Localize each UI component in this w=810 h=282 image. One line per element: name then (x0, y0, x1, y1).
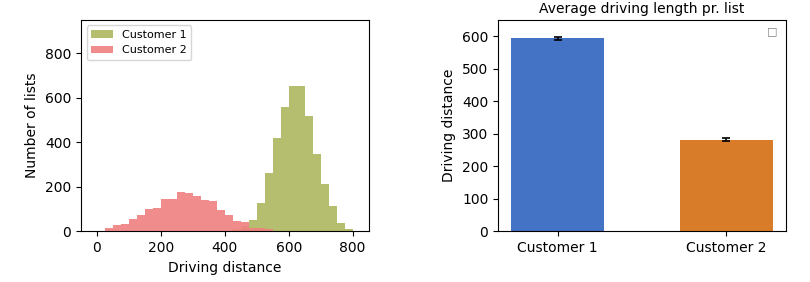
Y-axis label: Number of lists: Number of lists (25, 73, 40, 178)
Bar (296, 86, 305, 231)
Bar (232, 229, 241, 231)
Bar (153, 208, 161, 231)
Bar (249, 228, 257, 231)
Bar (137, 215, 145, 231)
Bar (217, 210, 225, 231)
Bar (193, 196, 201, 231)
Bar (337, 223, 345, 231)
Bar (209, 201, 217, 231)
Bar (177, 192, 185, 231)
Bar (257, 228, 265, 231)
Bar (680, 140, 773, 231)
Bar (511, 38, 604, 231)
Bar (273, 138, 281, 231)
Bar (121, 224, 129, 231)
Bar (241, 222, 249, 231)
Bar (185, 193, 193, 231)
Bar (288, 86, 296, 231)
Bar (129, 219, 137, 231)
Bar (345, 229, 352, 231)
Bar (257, 203, 265, 231)
Bar (145, 210, 153, 231)
Bar (241, 226, 249, 231)
Bar (201, 200, 209, 231)
Y-axis label: Driving distance: Driving distance (442, 69, 456, 182)
X-axis label: Driving distance: Driving distance (168, 261, 282, 274)
Bar (321, 184, 329, 231)
Bar (105, 228, 113, 231)
Bar (305, 116, 313, 231)
Bar (169, 199, 177, 231)
Text: □: □ (766, 26, 777, 36)
Bar (113, 225, 121, 231)
Title: Average driving length pr. list: Average driving length pr. list (539, 2, 744, 16)
Bar (161, 199, 169, 231)
Bar (281, 107, 288, 231)
Bar (329, 206, 337, 231)
Bar (232, 221, 241, 231)
Bar (225, 215, 232, 231)
Legend: Customer 1, Customer 2: Customer 1, Customer 2 (87, 25, 191, 60)
Bar (249, 220, 257, 231)
Bar (313, 154, 321, 231)
Bar (265, 229, 273, 231)
Bar (265, 173, 273, 231)
